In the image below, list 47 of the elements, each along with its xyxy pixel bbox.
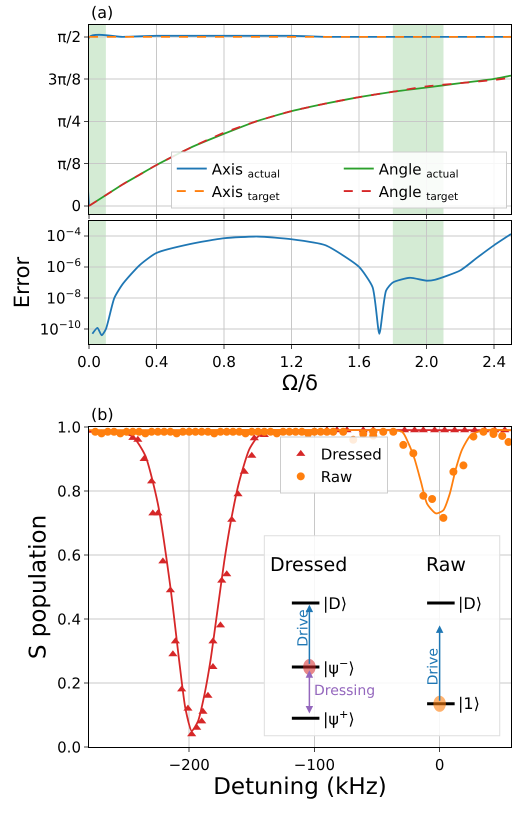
annotation: |ψ$^{−}$⟩: [323, 657, 355, 678]
x-tick-label: 1.2: [280, 353, 304, 371]
x-axis-title: Ω/δ: [282, 371, 318, 395]
x-tick-label: −200: [168, 756, 210, 774]
x-tick-label: 0.8: [212, 353, 236, 371]
x-tick-label: 0.0: [77, 353, 101, 371]
x-tick-label: 0: [434, 756, 444, 774]
x-tick-label: 2.0: [414, 353, 439, 371]
y-tick-label: π/8: [57, 154, 81, 173]
y-tick-label: 1.0: [57, 418, 81, 436]
legend-label: Angle $_{actual}$: [378, 160, 459, 181]
chart-title: (b): [91, 405, 114, 424]
y-tick-label: 10$^{−6}$: [46, 256, 82, 276]
annotation: |1⟩: [458, 694, 480, 713]
legend-label: Axis $_{actual}$: [212, 160, 280, 181]
annotation: Dressing: [314, 683, 376, 699]
x-tick-label: 0.4: [144, 353, 168, 371]
legend-label: Axis $_{target}$: [212, 182, 280, 204]
chart-title: (a): [91, 3, 114, 22]
y-tick-label: 3π/8: [48, 70, 81, 88]
y-tick-label: 0.8: [57, 482, 81, 500]
annotation: Dressed: [270, 554, 348, 576]
y-tick-label: π/4: [57, 112, 81, 131]
y-tick-label: 10$^{−4}$: [46, 226, 82, 246]
y-tick-label: 0.0: [57, 738, 81, 756]
y-tick-label: 0.2: [57, 674, 81, 692]
x-tick-label: 2.4: [482, 353, 506, 371]
y-axis-title: S population: [26, 514, 52, 660]
x-axis-title: Detuning (kHz): [213, 774, 387, 800]
annotation: |D⟩: [458, 594, 482, 613]
x-tick-label: −100: [294, 756, 335, 774]
annotation: Raw: [426, 554, 466, 576]
x-tick-label: 1.6: [347, 353, 372, 371]
y-tick-label: 10$^{−8}$: [46, 288, 81, 308]
legend-label: Raw: [320, 468, 352, 486]
y-tick-label: 0.6: [57, 546, 81, 564]
legend-label: Dressed: [320, 446, 382, 464]
y-tick-label: 0.4: [57, 610, 81, 628]
y-tick-label: π/2: [57, 28, 81, 46]
y-axis-title: Error: [10, 256, 34, 308]
annotation: |ψ$^{+}$⟩: [323, 708, 355, 729]
legend-label: Angle $_{target}$: [378, 182, 458, 204]
annotation: Drive: [296, 609, 312, 647]
annotation: Drive: [425, 648, 442, 686]
y-tick-label: 10$^{−10}$: [40, 319, 81, 338]
y-tick-label: 0: [71, 197, 81, 216]
annotation: |D⟩: [323, 594, 347, 613]
